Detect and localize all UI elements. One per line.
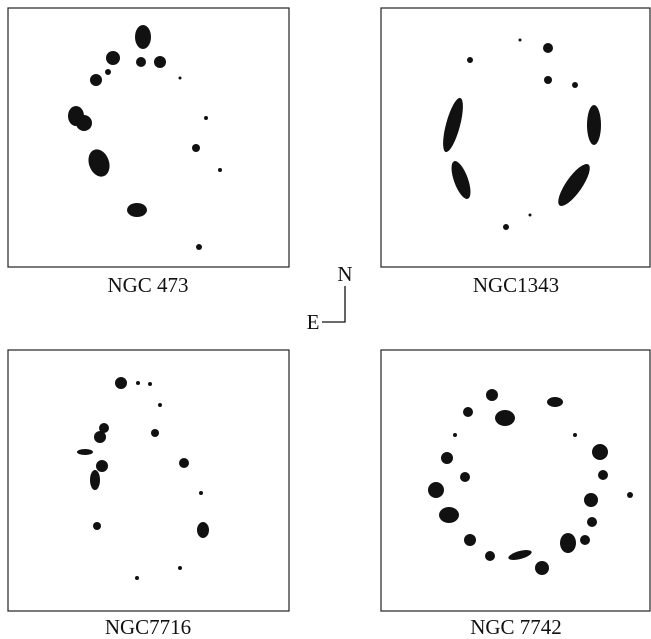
panel: NGC7716 bbox=[8, 350, 289, 639]
compass-east: E bbox=[307, 310, 320, 334]
panel-label: NGC1343 bbox=[473, 273, 559, 297]
blobs bbox=[68, 25, 222, 250]
panel-frame bbox=[381, 350, 650, 611]
figure: NGC 473 NGC1343 N E NGC7716 bbox=[0, 0, 651, 639]
panel-label: NGC 7742 bbox=[470, 615, 562, 639]
panel: NGC 473 bbox=[8, 8, 289, 297]
compass-arrow bbox=[322, 286, 345, 322]
panel-label: NGC 473 bbox=[107, 273, 188, 297]
panel-label: NGC7716 bbox=[105, 615, 191, 639]
blobs bbox=[428, 389, 633, 575]
panel-frame bbox=[8, 8, 289, 267]
panel-frame bbox=[381, 8, 650, 267]
compass-north: N bbox=[337, 262, 352, 286]
blobs bbox=[439, 39, 601, 231]
compass: N E bbox=[307, 262, 353, 334]
panel: NGC1343 bbox=[381, 8, 650, 297]
panel-frame bbox=[8, 350, 289, 611]
panel: NGC 7742 bbox=[381, 350, 650, 639]
blobs bbox=[77, 377, 209, 580]
